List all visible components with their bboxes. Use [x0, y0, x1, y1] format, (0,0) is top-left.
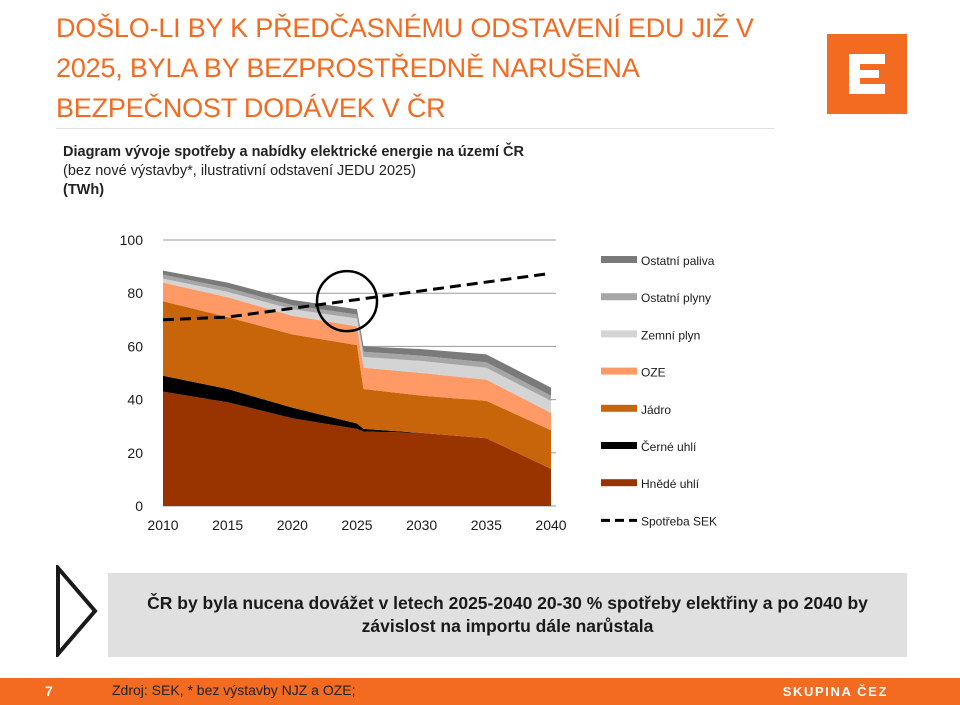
- legend-swatch: [601, 442, 637, 449]
- x-tick-label: 2015: [212, 517, 243, 533]
- legend-label: Ostatní plyny: [641, 291, 711, 305]
- area-cerne-uhli: [163, 375, 551, 469]
- subtitle-line-2: (bez nové výstavby*, ilustrativní odstav…: [63, 163, 416, 179]
- legend-label: OZE: [641, 366, 666, 380]
- legend-swatch: [601, 293, 637, 301]
- area-oze: [163, 282, 551, 431]
- headline-line-1: DOŠLO-LI BY K PŘEDČASNÉMU ODSTAVENÍ EDU …: [56, 13, 754, 43]
- x-tick-label: 2040: [535, 517, 566, 533]
- legend-swatch: [601, 367, 637, 375]
- legend-swatch: [601, 479, 637, 487]
- area-jadro: [163, 301, 551, 469]
- key-message-box: ČR by byla nucena dovážet v letech 2025-…: [108, 573, 907, 657]
- cez-logo-icon: [827, 34, 907, 114]
- legend-label: Hnědé uhlí: [641, 477, 700, 491]
- legend-swatch: [601, 256, 637, 263]
- legend-swatch: [601, 404, 637, 412]
- y-tick-label: 40: [127, 392, 143, 408]
- legend-label: Černé uhlí: [641, 439, 697, 454]
- x-tick-label: 2030: [406, 517, 437, 533]
- legend-label: Jádro: [641, 403, 671, 417]
- x-tick-label: 2025: [341, 517, 372, 533]
- subtitle-line-3: (TWh): [63, 182, 105, 198]
- page-number: 7: [45, 683, 53, 699]
- slide-headline: DOŠLO-LI BY K PŘEDČASNÉMU ODSTAVENÍ EDU …: [56, 8, 816, 128]
- key-message-text: ČR by byla nucena dovážet v letech 2025-…: [147, 593, 868, 636]
- area-hnede-uhli: [163, 391, 551, 506]
- y-tick-label: 60: [127, 338, 143, 354]
- headline-line-2: 2025, BYLA BY BEZPROSTŘEDNĚ NARUŠENA: [56, 53, 640, 83]
- footer-bar: 7 Zdroj: SEK, * bez výstavby NJZ a OZE; …: [0, 678, 960, 705]
- legend-swatch: [601, 330, 637, 338]
- y-tick-label: 20: [127, 445, 143, 461]
- title-divider: [56, 128, 774, 129]
- subtitle-line-1: Diagram vývoje spotřeby a nabídky elektr…: [63, 144, 524, 160]
- legend-label: Zemní plyn: [641, 328, 700, 342]
- headline-line-3: BEZPEČNOST DODÁVEK V ČR: [56, 93, 446, 123]
- source-note: Zdroj: SEK, * bez výstavby NJZ a OZE;: [112, 682, 356, 698]
- y-tick-label: 100: [120, 232, 144, 248]
- x-tick-label: 2035: [471, 517, 502, 533]
- brand-name: SKUPINA ČEZ: [782, 684, 888, 699]
- line-spotreba-sek: [162, 271, 552, 322]
- play-arrow-icon: [56, 565, 98, 657]
- legend-label: Ostatní paliva: [641, 254, 715, 268]
- annotation-circle: [315, 269, 379, 333]
- y-tick-label: 0: [135, 498, 143, 514]
- x-tick-label: 2010: [147, 517, 178, 533]
- x-tick-label: 2020: [277, 517, 308, 533]
- y-tick-label: 80: [127, 285, 143, 301]
- chart-subtitle: Diagram vývoje spotřeby a nabídky elektr…: [63, 143, 524, 200]
- legend-label: Spotřeba SEK: [641, 514, 717, 528]
